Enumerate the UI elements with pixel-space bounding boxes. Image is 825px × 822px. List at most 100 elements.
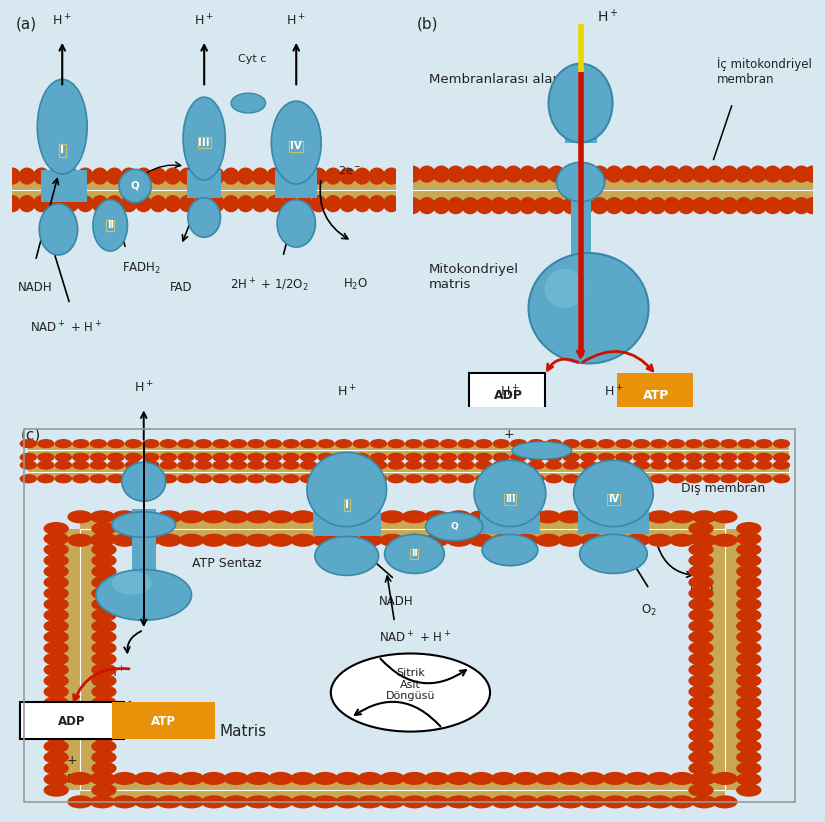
Circle shape xyxy=(738,461,754,469)
Circle shape xyxy=(476,475,492,483)
Circle shape xyxy=(462,166,478,182)
Circle shape xyxy=(419,198,435,214)
Circle shape xyxy=(353,461,369,469)
Circle shape xyxy=(180,773,204,784)
Circle shape xyxy=(336,511,360,523)
Circle shape xyxy=(230,461,247,469)
Circle shape xyxy=(21,440,36,447)
Circle shape xyxy=(38,440,54,447)
Circle shape xyxy=(491,198,507,214)
Circle shape xyxy=(737,763,761,774)
Circle shape xyxy=(433,198,450,214)
Circle shape xyxy=(388,475,404,483)
Circle shape xyxy=(559,511,582,523)
Circle shape xyxy=(45,544,68,556)
Circle shape xyxy=(536,511,560,523)
Bar xyxy=(28,444,789,457)
Circle shape xyxy=(92,664,116,676)
Circle shape xyxy=(196,454,211,461)
Circle shape xyxy=(520,198,535,214)
Circle shape xyxy=(737,598,761,610)
Circle shape xyxy=(45,751,68,763)
Circle shape xyxy=(213,440,229,447)
Circle shape xyxy=(737,544,761,556)
Circle shape xyxy=(21,475,36,483)
Circle shape xyxy=(325,196,341,211)
Bar xyxy=(80,778,725,802)
Circle shape xyxy=(311,196,326,211)
Circle shape xyxy=(318,461,334,469)
Circle shape xyxy=(477,198,493,214)
Circle shape xyxy=(45,642,68,653)
Circle shape xyxy=(355,196,370,211)
Circle shape xyxy=(353,440,369,447)
Circle shape xyxy=(678,198,694,214)
Circle shape xyxy=(689,708,713,719)
Text: (c): (c) xyxy=(21,427,40,442)
Circle shape xyxy=(91,796,115,808)
Circle shape xyxy=(689,631,713,643)
Circle shape xyxy=(493,475,509,483)
Circle shape xyxy=(520,166,535,182)
Circle shape xyxy=(314,796,337,808)
Circle shape xyxy=(91,534,115,546)
Circle shape xyxy=(721,198,738,214)
Circle shape xyxy=(196,461,211,469)
Circle shape xyxy=(635,166,651,182)
Circle shape xyxy=(121,169,137,184)
Circle shape xyxy=(336,454,351,461)
Circle shape xyxy=(707,198,723,214)
Circle shape xyxy=(774,440,790,447)
Circle shape xyxy=(136,169,151,184)
Circle shape xyxy=(756,440,772,447)
Circle shape xyxy=(737,741,761,752)
Circle shape xyxy=(266,475,281,483)
Circle shape xyxy=(651,454,667,461)
Circle shape xyxy=(651,475,667,483)
Circle shape xyxy=(248,475,264,483)
Circle shape xyxy=(670,773,694,784)
Circle shape xyxy=(34,169,50,184)
Text: Cyt c: Cyt c xyxy=(238,53,266,63)
Circle shape xyxy=(213,475,229,483)
Circle shape xyxy=(441,461,456,469)
Circle shape xyxy=(63,196,78,211)
Circle shape xyxy=(180,796,204,808)
Text: O$_2$: O$_2$ xyxy=(641,603,658,618)
Text: Membranlarası alan: Membranlarası alan xyxy=(428,73,560,86)
Circle shape xyxy=(704,440,719,447)
Circle shape xyxy=(689,588,713,599)
Circle shape xyxy=(581,534,605,546)
Ellipse shape xyxy=(93,200,128,251)
Circle shape xyxy=(563,461,579,469)
Circle shape xyxy=(45,598,68,610)
Ellipse shape xyxy=(529,253,648,363)
Circle shape xyxy=(252,196,268,211)
Circle shape xyxy=(406,440,422,447)
Circle shape xyxy=(750,198,766,214)
Circle shape xyxy=(78,169,93,184)
Circle shape xyxy=(693,198,709,214)
Circle shape xyxy=(224,773,248,784)
Circle shape xyxy=(563,440,579,447)
Circle shape xyxy=(615,461,632,469)
Circle shape xyxy=(238,196,253,211)
Circle shape xyxy=(511,461,526,469)
Circle shape xyxy=(737,523,761,534)
Text: ADP: ADP xyxy=(494,389,523,402)
Circle shape xyxy=(403,773,427,784)
Text: Q: Q xyxy=(130,181,139,191)
Circle shape xyxy=(160,461,177,469)
Circle shape xyxy=(581,511,605,523)
Circle shape xyxy=(68,773,92,784)
Text: +: + xyxy=(503,428,514,441)
Circle shape xyxy=(269,773,293,784)
Circle shape xyxy=(756,454,772,461)
Circle shape xyxy=(92,544,116,556)
Circle shape xyxy=(291,796,315,808)
Circle shape xyxy=(670,534,694,546)
Circle shape xyxy=(45,555,68,566)
Circle shape xyxy=(143,461,159,469)
Bar xyxy=(479,511,540,534)
Circle shape xyxy=(603,773,627,784)
